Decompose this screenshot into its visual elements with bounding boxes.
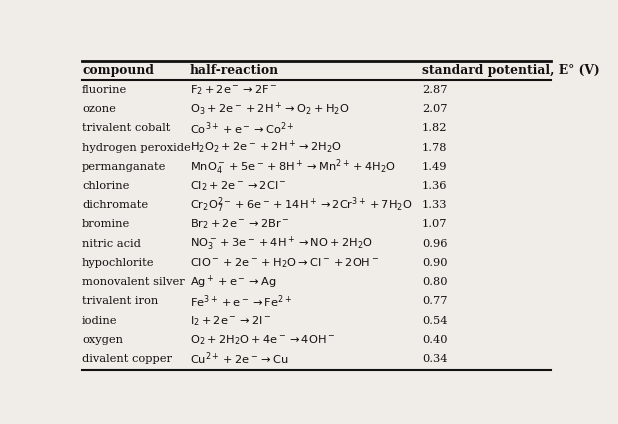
Text: monovalent silver: monovalent silver: [82, 277, 185, 287]
Text: iodine: iodine: [82, 315, 117, 326]
Text: $\mathrm{Cr_2O_7^{2-} + 6e^- + 14H^+ \rightarrow 2Cr^{3+} + 7H_2O}$: $\mathrm{Cr_2O_7^{2-} + 6e^- + 14H^+ \ri…: [190, 195, 412, 215]
Text: chlorine: chlorine: [82, 181, 129, 191]
Text: half-reaction: half-reaction: [190, 64, 279, 77]
Text: $\mathrm{Br_2 + 2e^- \rightarrow 2Br^-}$: $\mathrm{Br_2 + 2e^- \rightarrow 2Br^-}$: [190, 218, 289, 232]
Text: $\mathrm{Co^{3+} + e^- \rightarrow Co^{2+}}$: $\mathrm{Co^{3+} + e^- \rightarrow Co^{2…: [190, 120, 294, 137]
Text: nitric acid: nitric acid: [82, 239, 141, 249]
Text: 2.87: 2.87: [422, 85, 447, 95]
Text: $\mathrm{NO_3^- + 3e^- + 4H^+ \rightarrow NO + 2H_2O}$: $\mathrm{NO_3^- + 3e^- + 4H^+ \rightarro…: [190, 234, 373, 253]
Text: 1.36: 1.36: [422, 181, 447, 191]
Text: $\mathrm{F_2 + 2e^- \rightarrow 2F^-}$: $\mathrm{F_2 + 2e^- \rightarrow 2F^-}$: [190, 83, 277, 97]
Text: fluorine: fluorine: [82, 85, 127, 95]
Text: hypochlorite: hypochlorite: [82, 258, 154, 268]
Text: $\mathrm{Ag^+ + e^- \rightarrow Ag}$: $\mathrm{Ag^+ + e^- \rightarrow Ag}$: [190, 273, 276, 291]
Text: divalent copper: divalent copper: [82, 354, 172, 364]
Text: $\mathrm{Fe^{3+} + e^- \rightarrow Fe^{2+}}$: $\mathrm{Fe^{3+} + e^- \rightarrow Fe^{2…: [190, 293, 292, 310]
Text: $\mathrm{O_3 + 2e^- + 2H^+ \rightarrow O_2 + H_2O}$: $\mathrm{O_3 + 2e^- + 2H^+ \rightarrow O…: [190, 100, 349, 118]
Text: $\mathrm{MnO_4^- + 5e^- + 8H^+ \rightarrow Mn^{2+} + 4H_2O}$: $\mathrm{MnO_4^- + 5e^- + 8H^+ \rightarr…: [190, 157, 396, 177]
Text: $\mathrm{H_2O_2 + 2e^- + 2H^+ \rightarrow 2H_2O}$: $\mathrm{H_2O_2 + 2e^- + 2H^+ \rightarro…: [190, 139, 342, 156]
Text: 0.54: 0.54: [422, 315, 447, 326]
Text: oxygen: oxygen: [82, 335, 123, 345]
Text: standard potential, E° (V): standard potential, E° (V): [422, 64, 599, 77]
Text: $\mathrm{Cu^{2+} + 2e^- \rightarrow Cu}$: $\mathrm{Cu^{2+} + 2e^- \rightarrow Cu}$: [190, 351, 289, 368]
Text: $\mathrm{Cl_2 + 2e^- \rightarrow 2Cl^-}$: $\mathrm{Cl_2 + 2e^- \rightarrow 2Cl^-}$: [190, 179, 287, 193]
Text: 1.49: 1.49: [422, 162, 447, 172]
Text: $\mathrm{ClO^- + 2e^- + H_2O \rightarrow Cl^- + 2OH^-}$: $\mathrm{ClO^- + 2e^- + H_2O \rightarrow…: [190, 256, 379, 270]
Text: 1.78: 1.78: [422, 142, 447, 153]
Text: 1.33: 1.33: [422, 200, 447, 210]
Text: 0.80: 0.80: [422, 277, 447, 287]
Text: 0.77: 0.77: [422, 296, 447, 307]
Text: dichromate: dichromate: [82, 200, 148, 210]
Text: $\mathrm{O_2 + 2H_2O + 4e^- \rightarrow 4OH^-}$: $\mathrm{O_2 + 2H_2O + 4e^- \rightarrow …: [190, 333, 335, 347]
Text: $\mathrm{I_2 + 2e^- \rightarrow 2I^-}$: $\mathrm{I_2 + 2e^- \rightarrow 2I^-}$: [190, 314, 271, 328]
Text: 2.07: 2.07: [422, 104, 447, 114]
Text: 0.40: 0.40: [422, 335, 447, 345]
Text: compound: compound: [82, 64, 154, 77]
Text: hydrogen peroxide: hydrogen peroxide: [82, 142, 191, 153]
Text: ozone: ozone: [82, 104, 116, 114]
Text: 0.90: 0.90: [422, 258, 447, 268]
Text: 0.34: 0.34: [422, 354, 447, 364]
Text: trivalent iron: trivalent iron: [82, 296, 158, 307]
Text: trivalent cobalt: trivalent cobalt: [82, 123, 171, 134]
Text: 0.96: 0.96: [422, 239, 447, 249]
Text: 1.07: 1.07: [422, 220, 447, 229]
Text: bromine: bromine: [82, 220, 130, 229]
Text: 1.82: 1.82: [422, 123, 447, 134]
Text: permanganate: permanganate: [82, 162, 166, 172]
